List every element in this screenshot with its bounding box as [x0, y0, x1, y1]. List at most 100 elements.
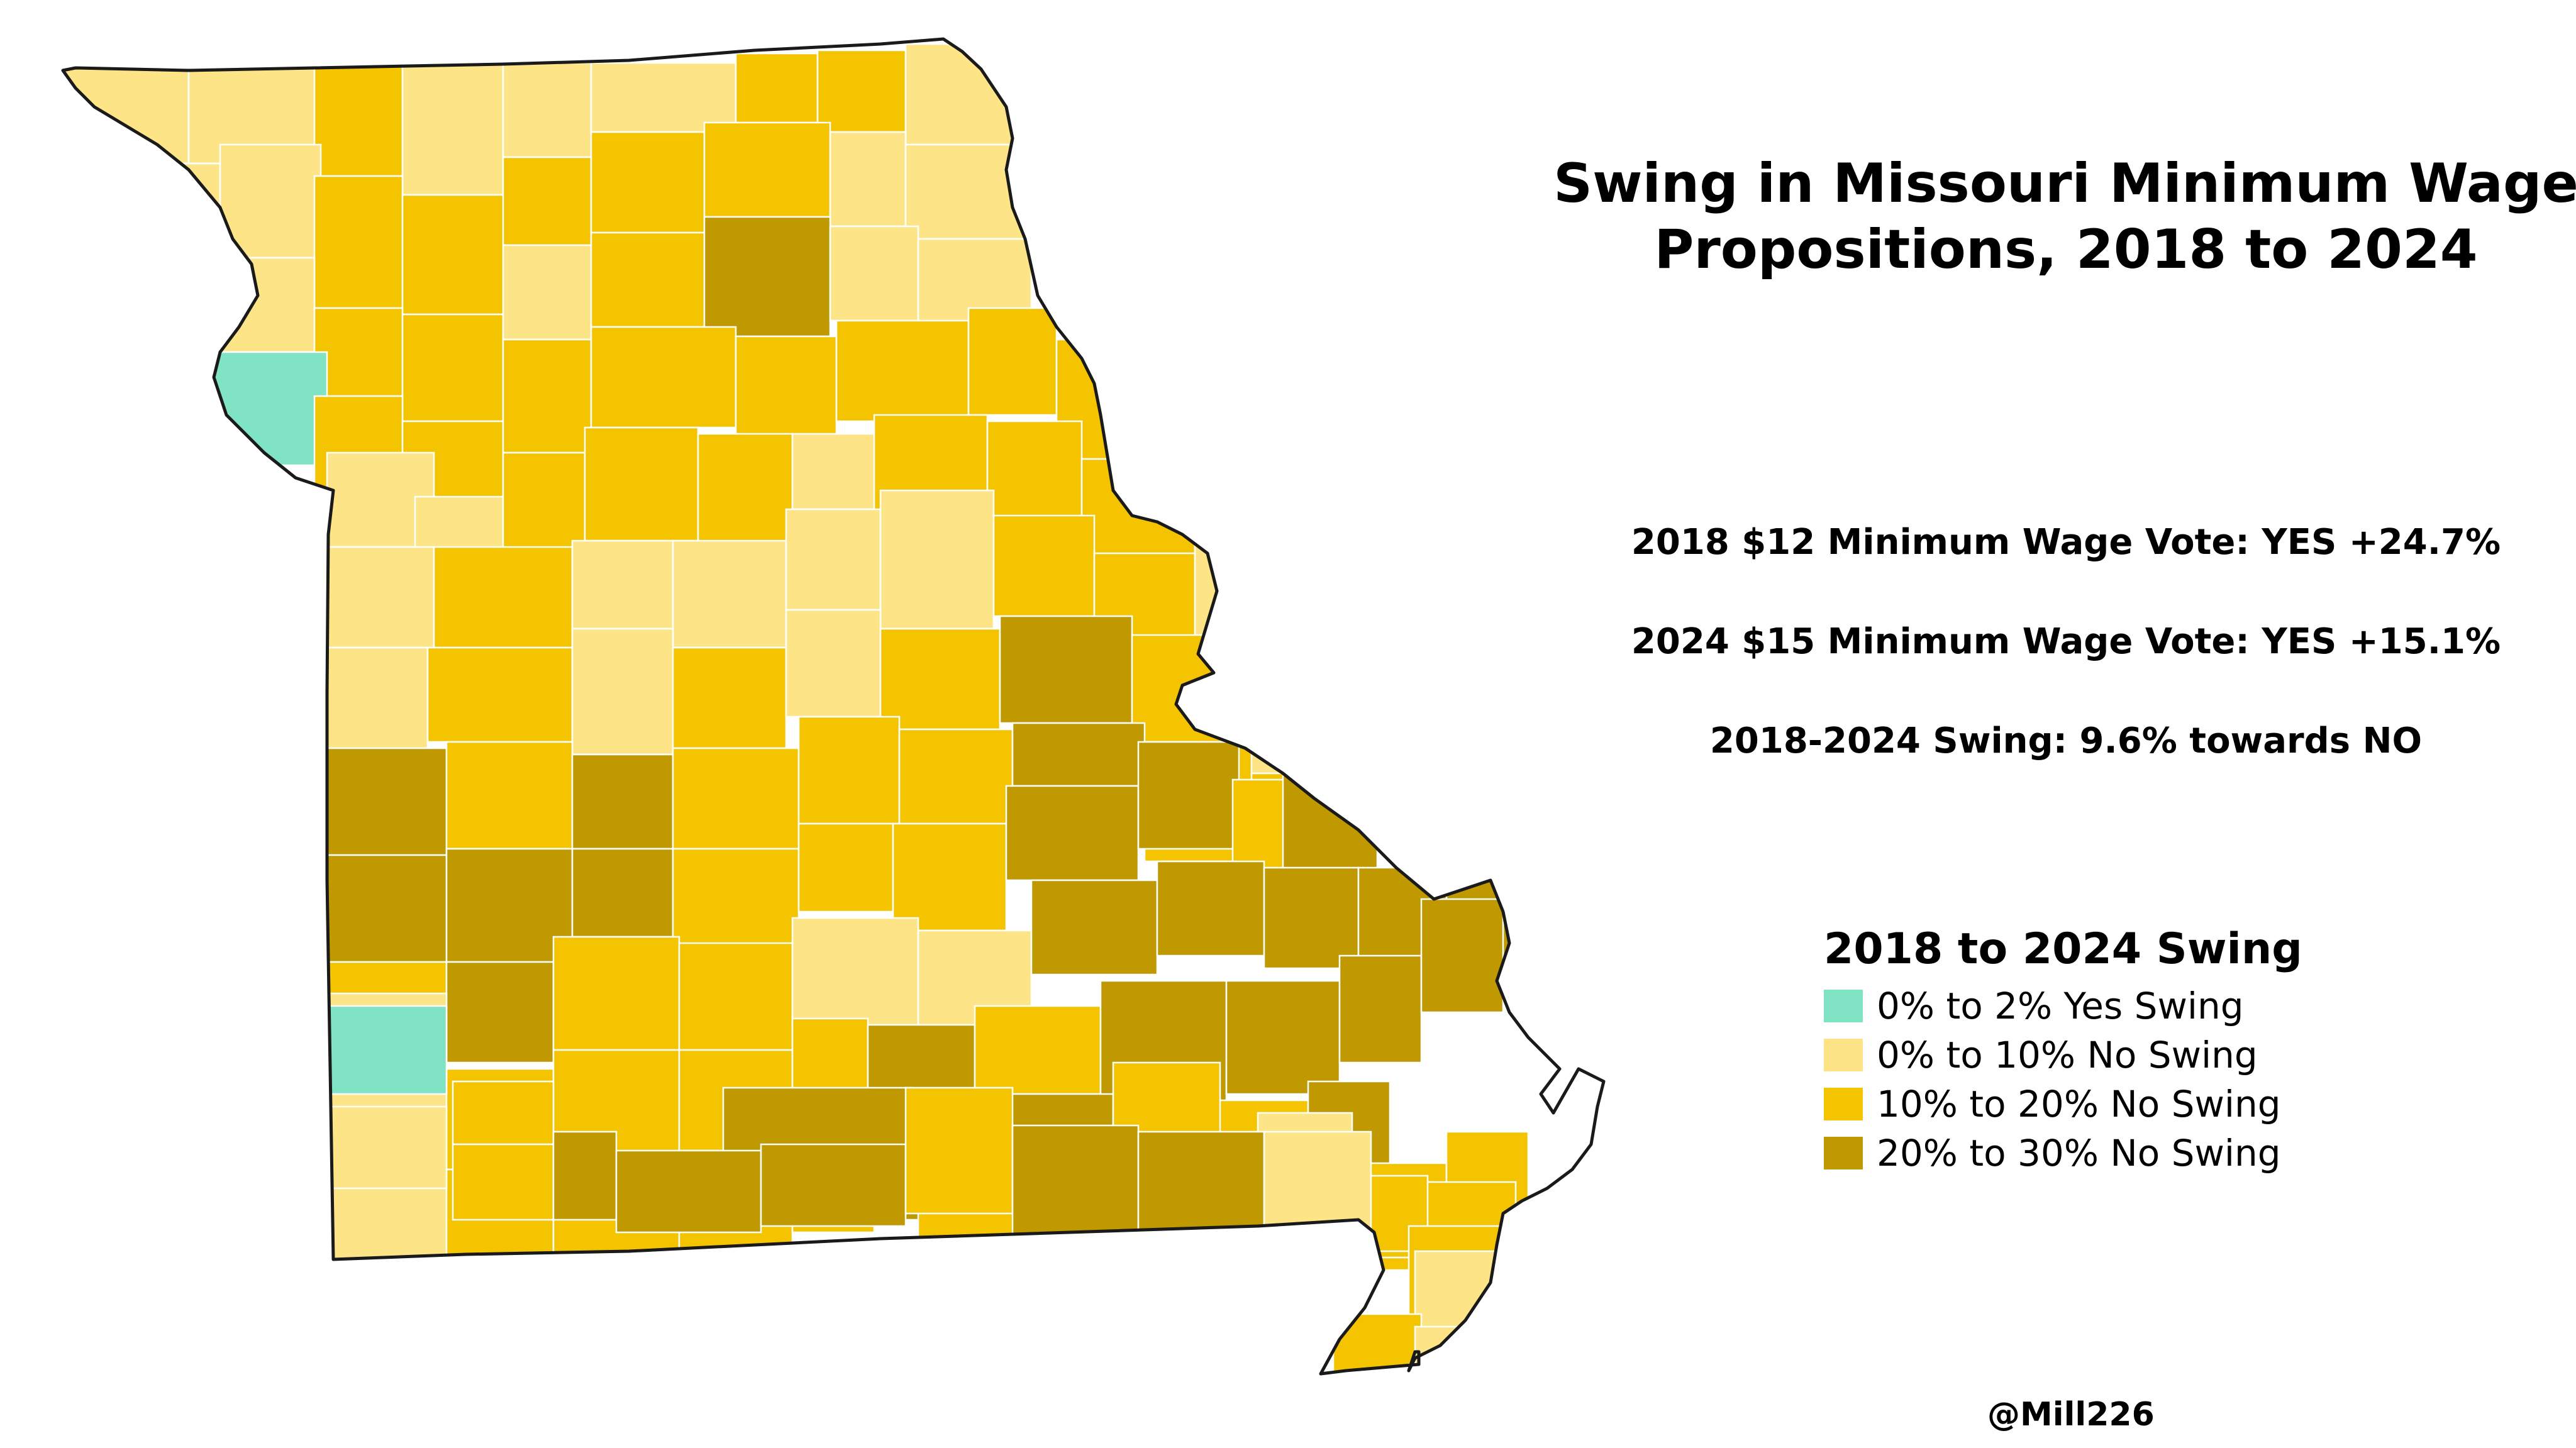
county-region — [615, 1149, 762, 1234]
legend-label: 0% to 10% No Swing — [1877, 1034, 2258, 1076]
county-region — [1112, 1061, 1221, 1139]
county-region — [672, 747, 800, 850]
county-region — [590, 326, 737, 429]
county-region — [571, 753, 674, 850]
county-region — [401, 194, 511, 316]
county-region — [502, 156, 592, 246]
county-region — [785, 508, 882, 611]
legend-swatch-no-20-30 — [1824, 1137, 1863, 1169]
county-region — [552, 936, 680, 1051]
county-region — [791, 433, 875, 511]
county-region — [571, 848, 674, 938]
county-region — [445, 741, 574, 850]
county-region — [1137, 741, 1240, 850]
county-region — [502, 244, 592, 341]
county-region — [1420, 898, 1504, 1014]
county-region — [326, 1105, 448, 1190]
county-region — [1030, 879, 1158, 976]
county-region — [1011, 1124, 1140, 1240]
county-region — [326, 1263, 467, 1374]
county-region — [1131, 1219, 1234, 1322]
legend-item: 20% to 30% No Swing — [1824, 1129, 2302, 1178]
map-title: Swing in Missouri Minimum Wage Propositi… — [1553, 152, 2576, 281]
county-region — [999, 615, 1133, 724]
county-region — [816, 49, 907, 133]
county-region — [401, 313, 504, 423]
county-region — [502, 62, 592, 158]
author-credit: @Mill226 — [1987, 1396, 2155, 1434]
stat-2024-vote: 2024 $15 Minimum Wage Vote: YES +15.1% — [1631, 621, 2501, 662]
county-region — [552, 1130, 618, 1221]
county-regions — [63, 43, 1530, 1374]
state-outline — [61, 37, 1606, 1376]
county-region — [760, 1143, 907, 1227]
county-region — [678, 942, 794, 1051]
county-region — [326, 646, 429, 749]
legend-title: 2018 to 2024 Swing — [1824, 924, 2302, 974]
county-region — [1263, 866, 1360, 970]
county-region — [879, 627, 1001, 731]
legend-item: 10% to 20% No Swing — [1824, 1080, 2302, 1129]
county-region — [313, 175, 404, 309]
county-region — [452, 1263, 580, 1374]
county-region — [326, 854, 448, 963]
county-region — [452, 1080, 555, 1146]
legend-label: 20% to 30% No Swing — [1877, 1132, 2281, 1174]
county-region — [502, 338, 592, 454]
county-region — [571, 539, 674, 630]
county-region — [452, 1143, 555, 1221]
county-region — [797, 716, 901, 825]
county-region — [1005, 785, 1140, 882]
county-region — [797, 822, 894, 913]
county-region — [917, 1250, 1020, 1334]
county-region — [326, 747, 448, 856]
county-region — [313, 307, 404, 397]
county-region — [313, 62, 404, 177]
county-region — [835, 319, 970, 423]
legend-label: 0% to 2% Yes Swing — [1877, 985, 2244, 1027]
legend-swatch-yes-0-2 — [1824, 990, 1863, 1022]
county-region — [445, 848, 574, 963]
county-region — [703, 216, 831, 338]
stat-2018-vote: 2018 $12 Minimum Wage Vote: YES +24.7% — [1631, 522, 2501, 563]
county-region — [1156, 860, 1265, 957]
county-region — [401, 62, 504, 196]
county-region — [703, 121, 831, 218]
county-region — [829, 131, 907, 228]
county-region — [992, 514, 1096, 617]
stat-swing: 2018-2024 Swing: 9.6% towards NO — [1709, 721, 2423, 761]
county-region — [986, 420, 1083, 529]
county-region — [584, 426, 699, 542]
county-region — [659, 1263, 787, 1359]
county-region — [735, 52, 819, 124]
county-region — [879, 489, 995, 630]
county-region — [1332, 1313, 1423, 1374]
county-region — [571, 627, 674, 756]
county-region — [1225, 980, 1341, 1095]
county-region — [1338, 954, 1423, 1064]
county-region — [63, 62, 190, 165]
county-region — [326, 1005, 448, 1095]
legend-item: 0% to 10% No Swing — [1824, 1031, 2302, 1080]
county-region — [1194, 539, 1322, 680]
county-region — [1011, 722, 1146, 787]
county-region — [904, 143, 1033, 240]
county-region — [672, 646, 787, 749]
county-region — [898, 728, 1014, 825]
legend-swatch-no-10-20 — [1824, 1088, 1863, 1120]
legend-item: 0% to 2% Yes Swing — [1824, 981, 2302, 1031]
county-region — [590, 131, 706, 234]
county-region — [63, 162, 221, 284]
county-region — [590, 62, 737, 133]
legend-label: 10% to 20% No Swing — [1877, 1083, 2281, 1125]
county-region — [1131, 634, 1228, 743]
county-region — [433, 546, 574, 649]
county-region — [735, 335, 838, 438]
legend-swatch-no-0-10 — [1824, 1039, 1863, 1071]
county-region — [577, 1263, 662, 1374]
county-region — [892, 822, 1008, 932]
county-region — [974, 1005, 1102, 1095]
county-region — [967, 307, 1058, 416]
county-region — [785, 1263, 919, 1359]
county-region — [326, 546, 435, 649]
